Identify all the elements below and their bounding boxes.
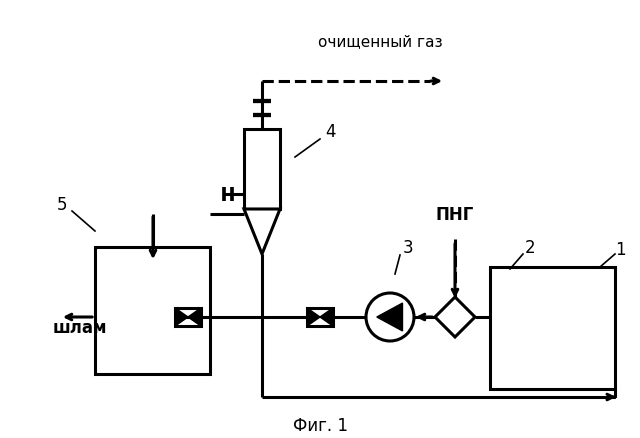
Polygon shape [244, 209, 280, 254]
Circle shape [366, 293, 414, 341]
Text: Фиг. 1: Фиг. 1 [292, 416, 348, 434]
Text: шлам: шлам [53, 318, 108, 336]
Polygon shape [175, 308, 188, 326]
Text: 3: 3 [403, 238, 413, 256]
Polygon shape [188, 308, 201, 326]
Text: ПНГ: ПНГ [436, 205, 474, 223]
Text: 5: 5 [57, 195, 67, 213]
Bar [95, 247, 210, 374]
Bar [307, 308, 333, 326]
Bar [175, 308, 201, 326]
Polygon shape [377, 304, 403, 331]
Text: очищенный газ: очищенный газ [318, 35, 443, 49]
Bar [490, 267, 615, 389]
Text: 2: 2 [525, 238, 535, 256]
Text: 4: 4 [324, 123, 335, 141]
Bar [244, 130, 280, 209]
Text: 1: 1 [614, 240, 625, 258]
Polygon shape [307, 308, 320, 326]
Polygon shape [435, 297, 475, 337]
Polygon shape [320, 308, 333, 326]
